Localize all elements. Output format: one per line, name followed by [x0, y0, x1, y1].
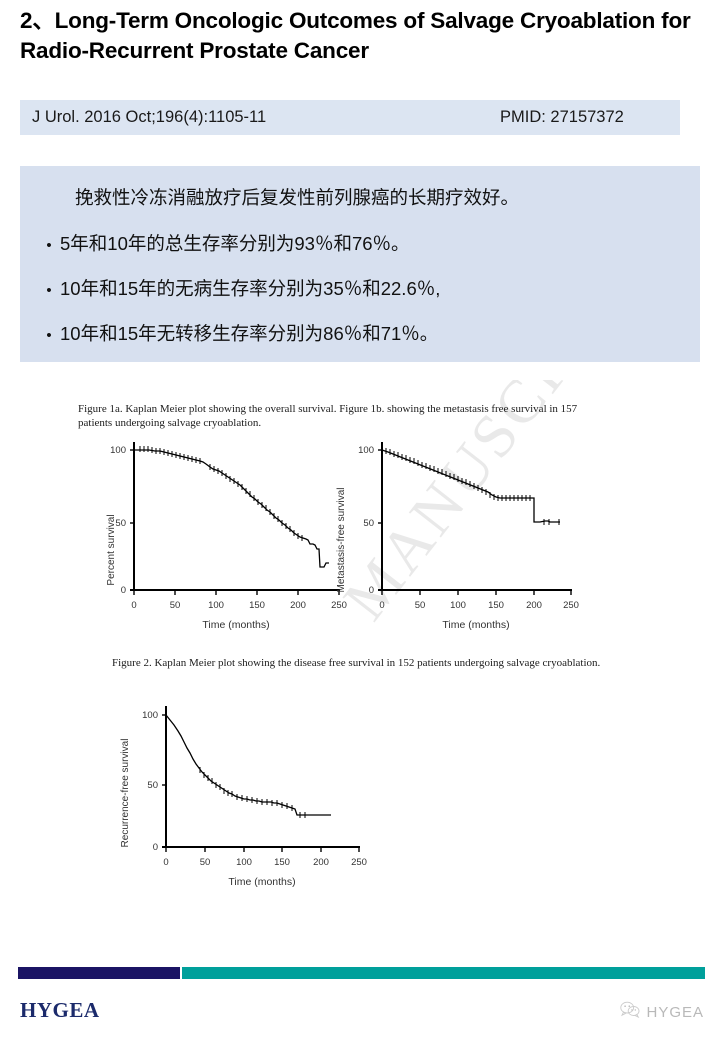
- footer-logo: HYGEA: [20, 998, 100, 1022]
- x-axis-label: Time (months): [228, 876, 295, 888]
- x-tick-0: 0: [163, 857, 168, 868]
- y-axis-label: Recurrence-free survival: [120, 739, 131, 848]
- bullet-dot-icon: •: [46, 237, 52, 254]
- figure-2-caption: Figure 2. Kaplan Meier plot showing the …: [112, 657, 601, 669]
- x-tick-50: 50: [415, 600, 426, 611]
- footer-wechat-badge: HYGEA: [620, 1001, 704, 1023]
- list-item: • 10年和15年的无病生存率分别为35％和22.6％,: [38, 277, 688, 303]
- figure-panel: MANUSCRIPT Figure 1a. Kaplan Meier plot …: [0, 380, 720, 920]
- y-axis-label: Percent survival: [106, 514, 117, 585]
- x-tick-100: 100: [236, 857, 252, 868]
- survival-curve: [134, 449, 329, 568]
- chart-figure-1b-svg: Metastasis-free survival 100 50 0 0 50 1…: [336, 442, 579, 631]
- citation-pmid-text: PMID: 27157372: [500, 108, 624, 126]
- list-item-label: 10年和15年无转移生存率分别为86％和71％。: [60, 323, 439, 344]
- x-tick-150: 150: [249, 600, 265, 611]
- x-tick-100: 100: [450, 600, 466, 611]
- x-tick-100: 100: [208, 600, 224, 611]
- x-tick-200: 200: [526, 600, 542, 611]
- y-tick-100: 100: [358, 445, 374, 456]
- footer-wechat-label: HYGEA: [646, 1003, 704, 1021]
- x-tick-50: 50: [200, 857, 211, 868]
- citation-journal-text: J Urol. 2016 Oct;196(4):1105-11: [32, 108, 267, 126]
- y-axis-label: Metastasis-free survival: [336, 487, 347, 592]
- wechat-icon: [620, 1001, 640, 1023]
- y-tick-0: 0: [369, 585, 374, 596]
- footer-accent-bar-navy: [18, 967, 180, 979]
- bullet-dot-icon: •: [46, 282, 52, 299]
- y-tick-50: 50: [147, 780, 158, 791]
- survival-curve: [381, 449, 560, 523]
- wechat-icon-svg: [620, 1001, 640, 1019]
- summary-lead-text: 挽救性冷冻消融放疗后复发性前列腺癌的长期疗效好。: [75, 187, 520, 208]
- x-axis-label: Time (months): [442, 619, 509, 631]
- y-tick-0: 0: [121, 585, 126, 596]
- page-title: 2、Long-Term Oncologic Outcomes of Salvag…: [20, 8, 691, 63]
- chart-figure-2-svg: Recurrence-free survival 100 50 0 0 50 1…: [120, 706, 367, 888]
- x-tick-250: 250: [563, 600, 579, 611]
- chart-figure-1a-svg: Percent survival 100 50 0 0 50 100 150: [106, 442, 347, 631]
- survival-curve: [165, 714, 331, 816]
- x-tick-150: 150: [488, 600, 504, 611]
- summary-box: 挽救性冷冻消融放疗后复发性前列腺癌的长期疗效好。 • 5年和10年的总生存率分别…: [20, 166, 700, 362]
- x-tick-250: 250: [351, 857, 367, 868]
- list-item-label: 10年和15年的无病生存率分别为35％和22.6％,: [60, 278, 441, 299]
- censor-marks: [139, 446, 303, 541]
- list-item: • 10年和15年无转移生存率分别为86％和71％。: [38, 322, 688, 348]
- bullet-dot-icon: •: [46, 327, 52, 344]
- footer-accent-bar-teal: [182, 967, 705, 979]
- x-axis-label: Time (months): [202, 619, 269, 631]
- x-tick-50: 50: [170, 600, 181, 611]
- y-tick-0: 0: [153, 842, 158, 853]
- list-item-label: 5年和10年的总生存率分别为93％和76％。: [60, 233, 410, 254]
- y-tick-50: 50: [363, 518, 374, 529]
- chart-figure-1a: Percent survival 100 50 0 0 50 100 150: [100, 440, 350, 640]
- y-tick-100: 100: [142, 710, 158, 721]
- x-tick-0: 0: [379, 600, 384, 611]
- figure-1-caption: Figure 1a. Kaplan Meier plot showing the…: [78, 403, 578, 429]
- censor-marks: [199, 767, 306, 818]
- x-tick-0: 0: [131, 600, 136, 611]
- x-tick-200: 200: [313, 857, 329, 868]
- list-item: • 5年和10年的总生存率分别为93％和76％。: [38, 232, 688, 258]
- chart-figure-2: Recurrence-free survival 100 50 0 0 50 1…: [112, 698, 372, 898]
- x-tick-150: 150: [274, 857, 290, 868]
- citation-bar: J Urol. 2016 Oct;196(4):1105-11 PMID: 27…: [20, 100, 680, 135]
- y-tick-50: 50: [115, 518, 126, 529]
- censor-marks: [385, 448, 560, 525]
- x-tick-250: 250: [331, 600, 347, 611]
- x-tick-200: 200: [290, 600, 306, 611]
- chart-figure-1b: Metastasis-free survival 100 50 0 0 50 1…: [330, 440, 580, 640]
- y-tick-100: 100: [110, 445, 126, 456]
